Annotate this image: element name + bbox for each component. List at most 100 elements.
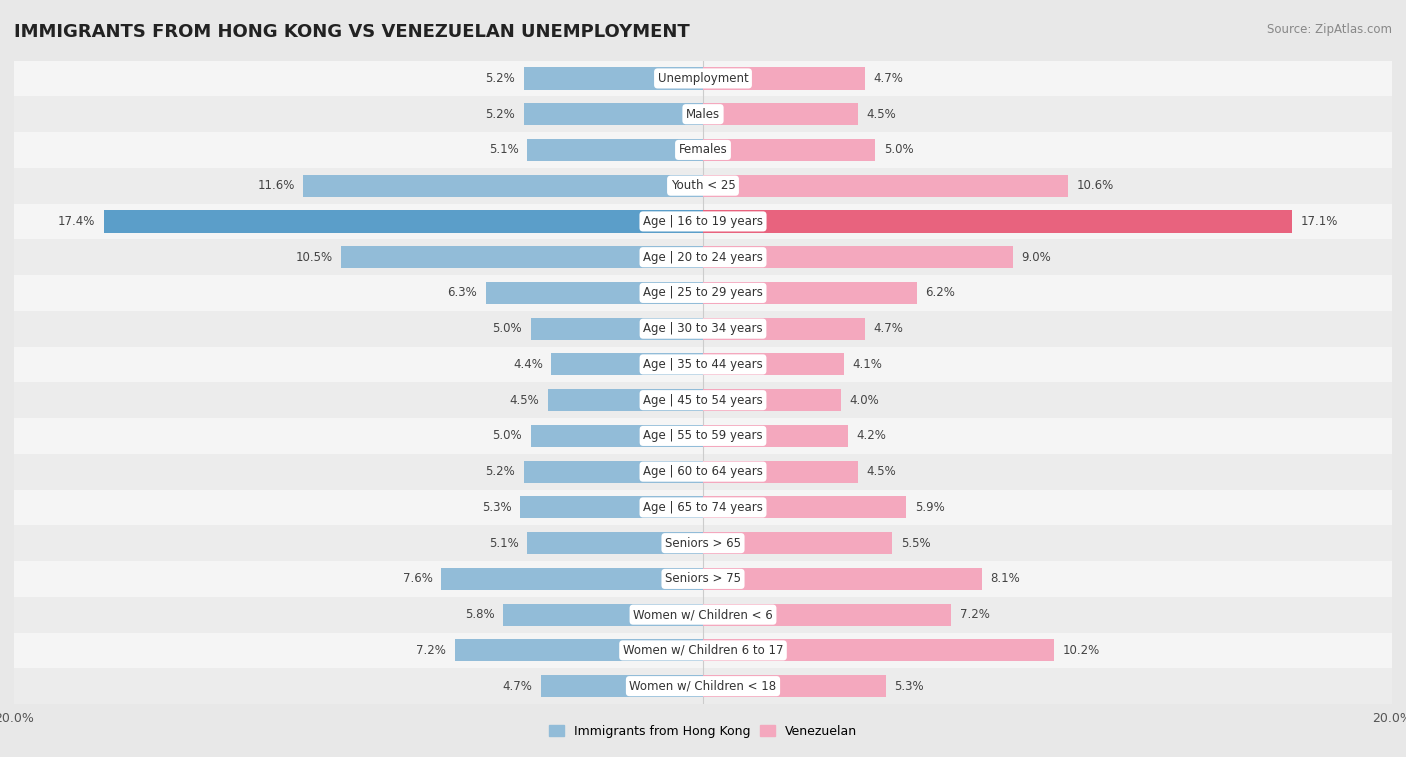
Text: 4.1%: 4.1%: [853, 358, 883, 371]
Text: 4.5%: 4.5%: [866, 465, 897, 478]
Bar: [548, 389, 703, 411]
Text: 4.7%: 4.7%: [873, 72, 904, 85]
Text: Females: Females: [679, 143, 727, 157]
Bar: [441, 568, 703, 590]
Bar: [703, 67, 865, 89]
Bar: [703, 282, 917, 304]
Bar: [703, 318, 865, 340]
Bar: [14, 597, 1392, 633]
Bar: [703, 139, 875, 161]
Bar: [703, 425, 848, 447]
Text: Seniors > 75: Seniors > 75: [665, 572, 741, 585]
Bar: [456, 640, 703, 662]
Text: 9.0%: 9.0%: [1022, 251, 1052, 263]
Text: 4.2%: 4.2%: [856, 429, 886, 442]
Bar: [703, 460, 858, 483]
Text: Age | 25 to 29 years: Age | 25 to 29 years: [643, 286, 763, 300]
Bar: [524, 103, 703, 125]
Bar: [14, 453, 1392, 490]
Text: 5.0%: 5.0%: [492, 429, 522, 442]
Bar: [703, 389, 841, 411]
Text: IMMIGRANTS FROM HONG KONG VS VENEZUELAN UNEMPLOYMENT: IMMIGRANTS FROM HONG KONG VS VENEZUELAN …: [14, 23, 690, 41]
Text: 4.0%: 4.0%: [849, 394, 879, 407]
Text: 5.3%: 5.3%: [482, 501, 512, 514]
Text: 5.5%: 5.5%: [901, 537, 931, 550]
Bar: [14, 132, 1392, 168]
Bar: [520, 497, 703, 519]
Bar: [703, 246, 1012, 268]
Text: Age | 55 to 59 years: Age | 55 to 59 years: [643, 429, 763, 442]
Text: 4.5%: 4.5%: [866, 107, 897, 120]
Text: Source: ZipAtlas.com: Source: ZipAtlas.com: [1267, 23, 1392, 36]
Bar: [541, 675, 703, 697]
Bar: [486, 282, 703, 304]
Legend: Immigrants from Hong Kong, Venezuelan: Immigrants from Hong Kong, Venezuelan: [544, 720, 862, 743]
Bar: [14, 525, 1392, 561]
Bar: [703, 568, 981, 590]
Text: Age | 45 to 54 years: Age | 45 to 54 years: [643, 394, 763, 407]
Text: 7.6%: 7.6%: [402, 572, 433, 585]
Text: 5.1%: 5.1%: [489, 143, 519, 157]
Bar: [531, 318, 703, 340]
Bar: [703, 103, 858, 125]
Bar: [14, 204, 1392, 239]
Bar: [14, 668, 1392, 704]
Text: 6.2%: 6.2%: [925, 286, 955, 300]
Bar: [524, 460, 703, 483]
Text: 5.0%: 5.0%: [884, 143, 914, 157]
Text: Age | 20 to 24 years: Age | 20 to 24 years: [643, 251, 763, 263]
Bar: [14, 418, 1392, 453]
Bar: [14, 61, 1392, 96]
Text: 17.1%: 17.1%: [1301, 215, 1339, 228]
Text: Women w/ Children 6 to 17: Women w/ Children 6 to 17: [623, 644, 783, 657]
Text: 10.5%: 10.5%: [295, 251, 333, 263]
Bar: [703, 640, 1054, 662]
Text: Women w/ Children < 6: Women w/ Children < 6: [633, 608, 773, 621]
Text: 8.1%: 8.1%: [991, 572, 1021, 585]
Text: 5.2%: 5.2%: [485, 107, 515, 120]
Bar: [703, 675, 886, 697]
Text: 4.5%: 4.5%: [509, 394, 540, 407]
Text: Women w/ Children < 18: Women w/ Children < 18: [630, 680, 776, 693]
Text: 4.7%: 4.7%: [873, 322, 904, 335]
Bar: [524, 67, 703, 89]
Bar: [14, 168, 1392, 204]
Text: 4.7%: 4.7%: [502, 680, 533, 693]
Text: 11.6%: 11.6%: [257, 179, 295, 192]
Bar: [14, 275, 1392, 311]
Text: 5.8%: 5.8%: [465, 608, 495, 621]
Bar: [503, 603, 703, 626]
Text: 5.0%: 5.0%: [492, 322, 522, 335]
Text: 5.3%: 5.3%: [894, 680, 924, 693]
Text: Unemployment: Unemployment: [658, 72, 748, 85]
Bar: [527, 139, 703, 161]
Text: 6.3%: 6.3%: [447, 286, 478, 300]
Text: Age | 65 to 74 years: Age | 65 to 74 years: [643, 501, 763, 514]
Text: 17.4%: 17.4%: [58, 215, 96, 228]
Text: Youth < 25: Youth < 25: [671, 179, 735, 192]
Text: 7.2%: 7.2%: [960, 608, 990, 621]
Text: Age | 16 to 19 years: Age | 16 to 19 years: [643, 215, 763, 228]
Text: Age | 60 to 64 years: Age | 60 to 64 years: [643, 465, 763, 478]
Bar: [703, 532, 893, 554]
Text: 10.6%: 10.6%: [1077, 179, 1114, 192]
Text: 5.2%: 5.2%: [485, 465, 515, 478]
Text: Age | 35 to 44 years: Age | 35 to 44 years: [643, 358, 763, 371]
Bar: [104, 210, 703, 232]
Bar: [14, 311, 1392, 347]
Bar: [703, 210, 1292, 232]
Bar: [531, 425, 703, 447]
Text: 5.2%: 5.2%: [485, 72, 515, 85]
Text: Seniors > 65: Seniors > 65: [665, 537, 741, 550]
Bar: [14, 96, 1392, 132]
Bar: [14, 633, 1392, 668]
Text: 5.1%: 5.1%: [489, 537, 519, 550]
Bar: [14, 382, 1392, 418]
Text: 4.4%: 4.4%: [513, 358, 543, 371]
Bar: [703, 603, 950, 626]
Bar: [14, 239, 1392, 275]
Bar: [14, 561, 1392, 597]
Text: 10.2%: 10.2%: [1063, 644, 1101, 657]
Bar: [14, 490, 1392, 525]
Text: Males: Males: [686, 107, 720, 120]
